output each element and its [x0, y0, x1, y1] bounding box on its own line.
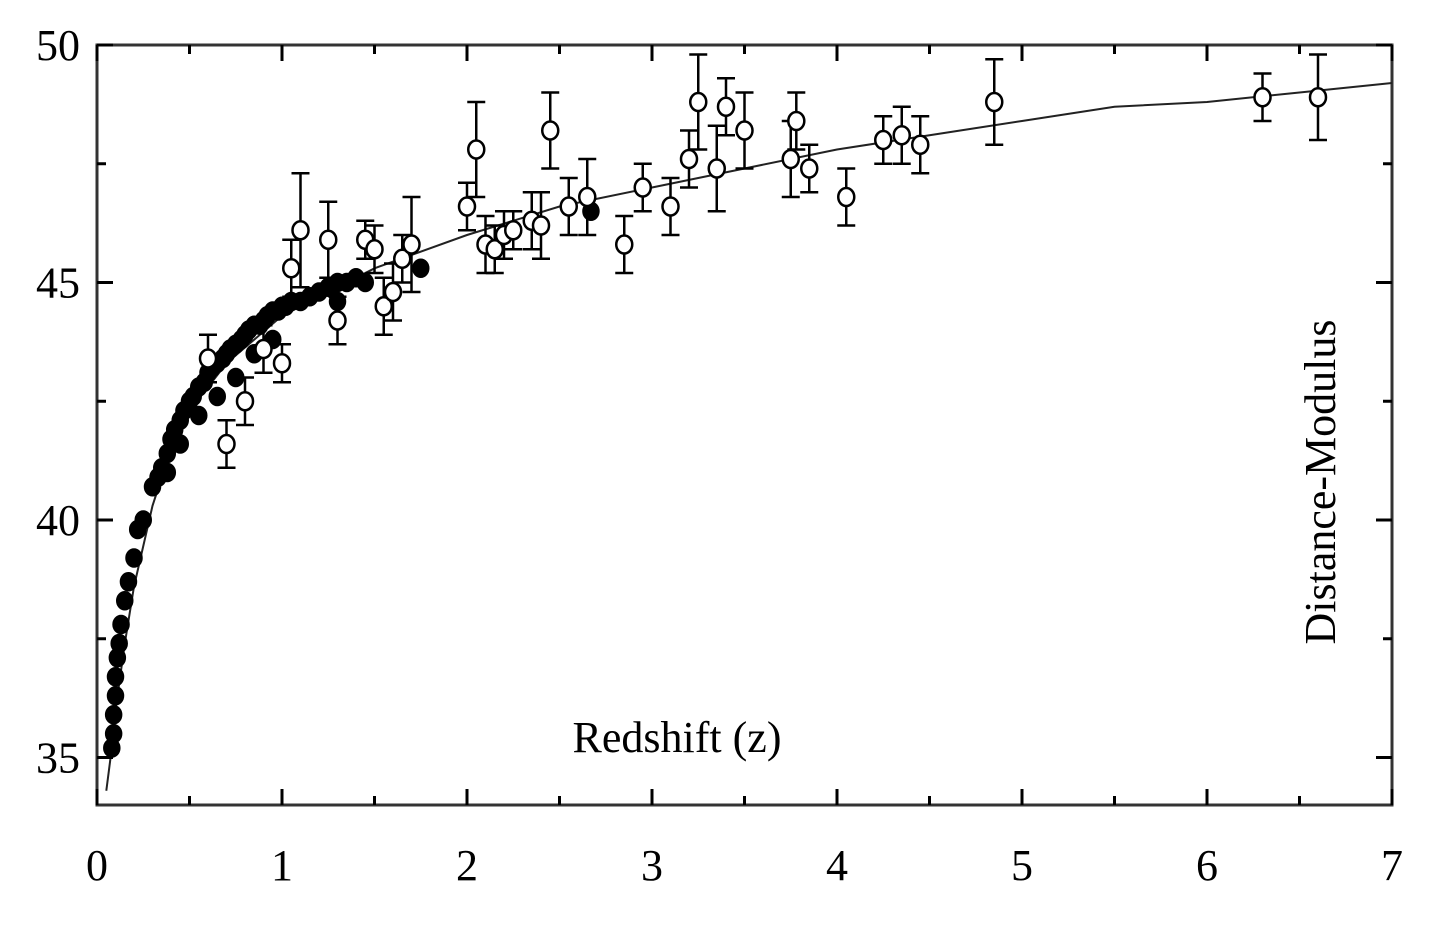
- data-point-open: [1253, 87, 1272, 108]
- data-point-open: [892, 125, 911, 146]
- x-axis-title: Redshift (z): [573, 713, 782, 762]
- data-point-open: [633, 177, 652, 198]
- filled-points-layer: [103, 158, 726, 758]
- data-point-open: [217, 433, 236, 455]
- data-point-open: [383, 281, 403, 303]
- data-point-open: [393, 248, 412, 269]
- data-point-filled: [158, 462, 177, 483]
- data-point-filled: [356, 272, 374, 293]
- data-point-open: [328, 310, 347, 331]
- data-point-open: [374, 296, 393, 317]
- data-point-open: [911, 134, 930, 155]
- data-point-open: [272, 353, 292, 374]
- data-point-open: [254, 338, 273, 360]
- data-point-open: [787, 110, 806, 132]
- data-point-filled: [412, 258, 430, 278]
- data-point-filled: [227, 367, 245, 388]
- data-point-open: [541, 120, 560, 141]
- data-point-open: [457, 196, 477, 217]
- x-tick-label: 0: [86, 841, 108, 890]
- y-axis-title: Distance-Modulus: [1296, 319, 1345, 644]
- data-point-open: [689, 91, 708, 113]
- open-points-layer: [198, 87, 1328, 455]
- data-point-open: [198, 348, 218, 369]
- data-point-open: [365, 239, 384, 260]
- data-point-open: [282, 258, 301, 279]
- data-point-filled: [106, 686, 125, 706]
- x-tick-label: 7: [1381, 841, 1403, 890]
- x-tick-label: 2: [456, 841, 478, 890]
- fit-curve-layer: [105, 82, 1393, 791]
- data-point-open: [235, 391, 255, 412]
- x-tick-label: 5: [1011, 841, 1033, 890]
- data-point-open: [707, 158, 726, 179]
- y-tick-labels: 35 40 45 50: [36, 21, 80, 783]
- data-point-open: [874, 129, 893, 151]
- data-point-filled: [328, 291, 347, 312]
- data-point-open: [615, 234, 634, 255]
- data-point-filled: [125, 548, 143, 568]
- data-point-filled: [208, 386, 226, 407]
- y-tick-label: 45: [36, 259, 80, 308]
- error-bars-layer: [199, 53, 1327, 469]
- y-tick-label: 50: [36, 21, 80, 70]
- data-point-filled: [112, 614, 130, 635]
- x-tick-label: 3: [641, 841, 663, 890]
- data-point-filled: [104, 705, 123, 725]
- data-point-open: [735, 120, 754, 141]
- x-tick-label: 1: [271, 841, 293, 890]
- data-point-filled: [116, 591, 134, 611]
- data-point-open: [531, 215, 551, 236]
- data-point-filled: [190, 405, 208, 426]
- data-point-filled: [104, 724, 123, 744]
- data-point-open: [716, 96, 736, 117]
- fit-curve: [105, 82, 1393, 791]
- data-point-open: [578, 186, 597, 208]
- data-point-filled: [134, 510, 152, 530]
- data-point-open: [1308, 87, 1328, 108]
- data-point-open: [781, 148, 800, 170]
- data-point-open: [319, 229, 338, 250]
- data-point-filled: [119, 572, 138, 592]
- data-point-open: [485, 239, 504, 260]
- x-tick-label: 4: [826, 841, 848, 890]
- data-point-open: [559, 196, 578, 217]
- x-tick-label: 6: [1196, 841, 1218, 890]
- data-point-open: [837, 186, 856, 208]
- data-point-open: [661, 196, 680, 217]
- data-point-filled: [106, 667, 125, 687]
- data-point-open: [504, 220, 523, 241]
- data-point-open: [291, 220, 310, 241]
- ticks-layer: [95, 43, 1394, 805]
- data-point-open: [800, 158, 819, 179]
- data-point-open: [467, 139, 486, 160]
- data-point-open: [402, 234, 421, 255]
- data-point-open: [679, 148, 699, 170]
- y-tick-label: 35: [36, 734, 80, 783]
- x-tick-labels: 0 1 2 3 4 5 6 7: [86, 841, 1403, 890]
- y-tick-label: 40: [36, 496, 80, 545]
- data-point-filled: [110, 633, 128, 654]
- data-point-open: [985, 91, 1004, 113]
- data-point-filled: [171, 434, 189, 454]
